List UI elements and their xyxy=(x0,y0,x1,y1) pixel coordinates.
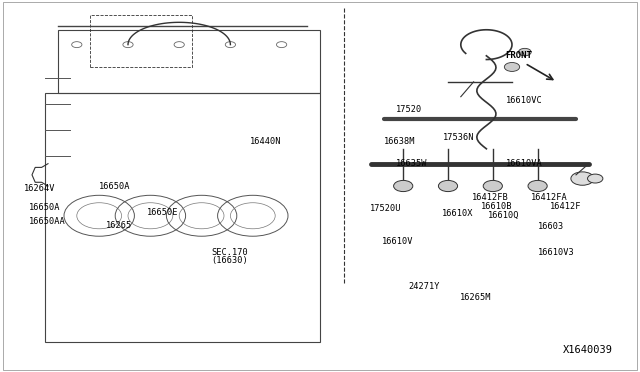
Text: 16264V: 16264V xyxy=(24,185,56,193)
Text: SEC.170: SEC.170 xyxy=(211,248,248,257)
Text: 16610V3: 16610V3 xyxy=(538,248,574,257)
Circle shape xyxy=(504,62,520,71)
Text: 16610B: 16610B xyxy=(481,202,513,211)
Text: 17520U: 17520U xyxy=(370,204,401,213)
Text: (16630): (16630) xyxy=(211,256,248,265)
Circle shape xyxy=(588,174,603,183)
Circle shape xyxy=(483,180,502,192)
Text: 16610VA: 16610VA xyxy=(506,159,542,168)
Text: 16412F: 16412F xyxy=(550,202,582,211)
Circle shape xyxy=(571,172,594,185)
Circle shape xyxy=(518,48,531,56)
Text: 16638M: 16638M xyxy=(384,137,415,146)
Text: 16650A: 16650A xyxy=(29,203,60,212)
Text: 17520: 17520 xyxy=(396,105,422,114)
Text: 16650E: 16650E xyxy=(147,208,179,217)
Text: 16650AA: 16650AA xyxy=(29,217,65,226)
Text: 16265: 16265 xyxy=(106,221,132,230)
Text: 16610Q: 16610Q xyxy=(488,211,519,220)
Text: 16440N: 16440N xyxy=(250,137,281,146)
Text: 16412FA: 16412FA xyxy=(531,193,568,202)
Circle shape xyxy=(394,180,413,192)
Text: 17536N: 17536N xyxy=(443,133,474,142)
Text: 16610X: 16610X xyxy=(442,209,473,218)
Text: 16650A: 16650A xyxy=(99,182,131,190)
Circle shape xyxy=(528,180,547,192)
Text: 16610V: 16610V xyxy=(382,237,413,246)
Circle shape xyxy=(438,180,458,192)
Text: 16265M: 16265M xyxy=(460,293,491,302)
Text: 16635W: 16635W xyxy=(396,159,427,168)
Text: 24271Y: 24271Y xyxy=(408,282,440,291)
Text: 16603: 16603 xyxy=(538,222,564,231)
Text: FRONT: FRONT xyxy=(506,51,532,60)
Text: 16412FB: 16412FB xyxy=(472,193,508,202)
Text: 16610VC: 16610VC xyxy=(506,96,542,105)
Text: X1640039: X1640039 xyxy=(563,345,613,355)
